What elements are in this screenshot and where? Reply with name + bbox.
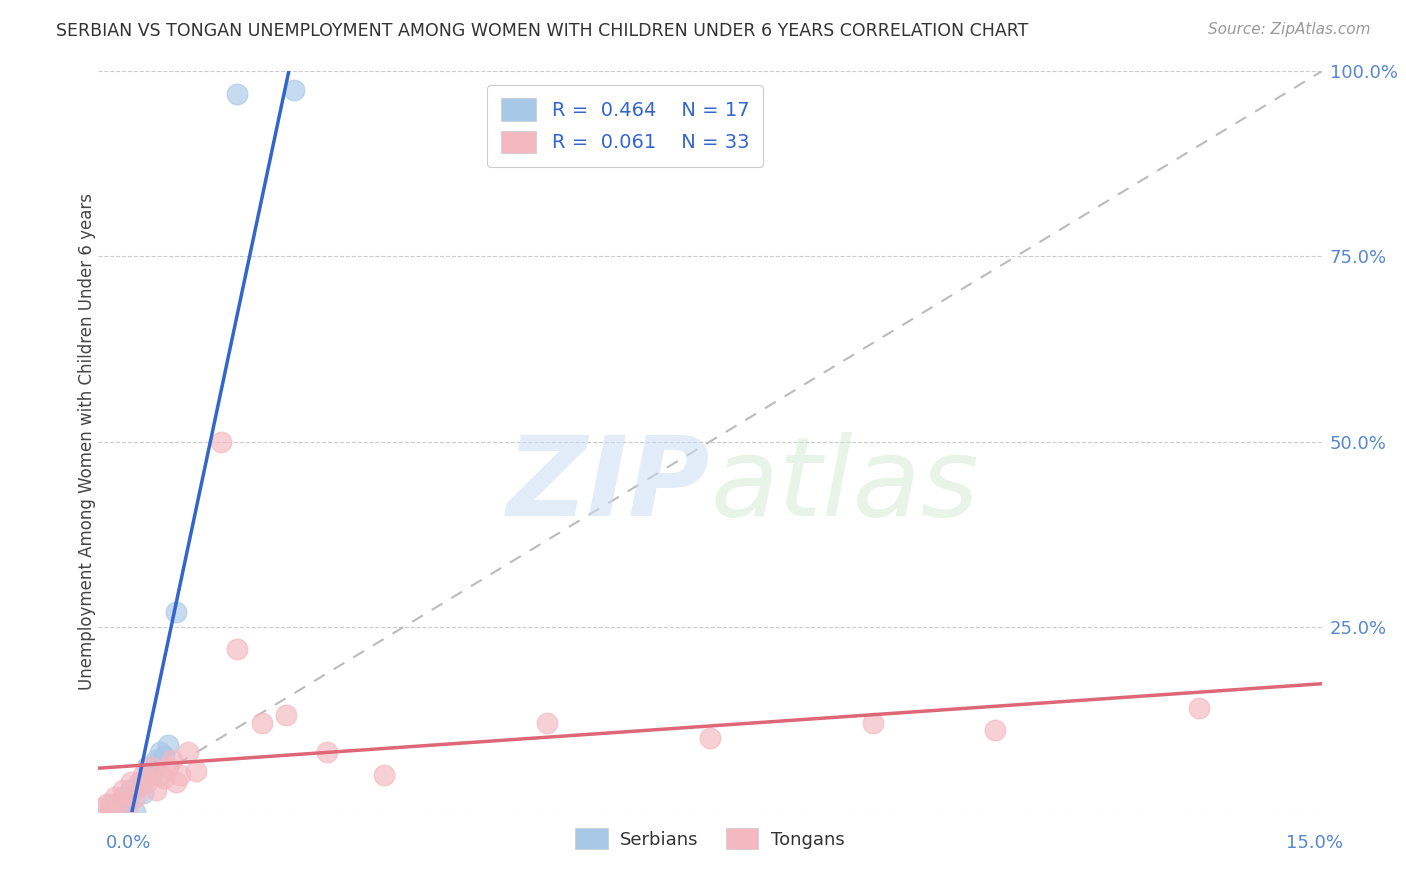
Point [111,782,134,797]
Point [209,434,232,449]
Point [699,731,721,745]
Point [156,738,179,752]
Point [186,764,208,778]
Point [160,753,183,767]
Point [108,794,131,808]
Legend: Serbians, Tongans: Serbians, Tongans [567,820,853,858]
Point [141,760,163,774]
Point [177,746,200,760]
Point [862,715,884,730]
Point [100,797,122,812]
Text: 15.0%: 15.0% [1285,834,1343,852]
Point [141,767,163,781]
Text: atlas: atlas [710,433,979,540]
Point [120,782,142,797]
Point [120,775,142,789]
Point [115,801,138,815]
Point [132,767,155,781]
Point [124,789,146,804]
Point [91,801,114,815]
Point [165,605,187,619]
Point [145,782,167,797]
Point [96,797,118,812]
Point [124,805,146,819]
Point [149,767,172,781]
Text: SERBIAN VS TONGAN UNEMPLOYMENT AMONG WOMEN WITH CHILDREN UNDER 6 YEARS CORRELATI: SERBIAN VS TONGAN UNEMPLOYMENT AMONG WOM… [56,22,1029,40]
Point [145,753,167,767]
Point [315,746,337,760]
Text: 0.0%: 0.0% [105,834,150,852]
Point [283,83,305,97]
Point [226,641,249,656]
Point [536,715,558,730]
Point [373,767,395,781]
Point [165,775,187,789]
Point [111,789,134,804]
Point [149,746,172,760]
Point [115,794,138,808]
Point [226,87,249,101]
Point [136,775,159,789]
Point [169,767,191,781]
Point [152,772,174,786]
Point [128,775,150,789]
Point [1188,701,1211,715]
Point [104,789,127,804]
Text: Source: ZipAtlas.com: Source: ZipAtlas.com [1208,22,1371,37]
Point [100,805,122,819]
Point [274,708,297,723]
Point [152,749,174,764]
Point [984,723,1007,738]
Point [156,760,179,774]
Point [250,715,273,730]
Point [136,760,159,774]
Y-axis label: Unemployment Among Women with Children Under 6 years: Unemployment Among Women with Children U… [79,193,96,690]
Text: ZIP: ZIP [506,433,710,540]
Point [128,779,150,793]
Point [132,786,155,800]
Point [108,801,131,815]
